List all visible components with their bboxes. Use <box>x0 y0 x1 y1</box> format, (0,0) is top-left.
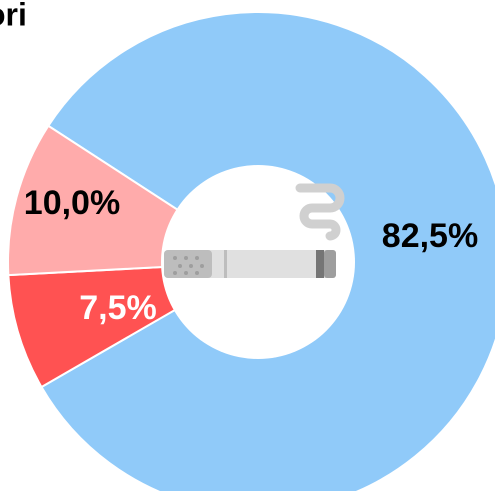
chart-title: ori <box>0 0 27 32</box>
data-label: 7,5% <box>79 289 157 327</box>
data-label: 10,0% <box>24 184 120 222</box>
data-label: 82,5% <box>382 217 478 255</box>
cigarette-icon <box>164 183 345 278</box>
